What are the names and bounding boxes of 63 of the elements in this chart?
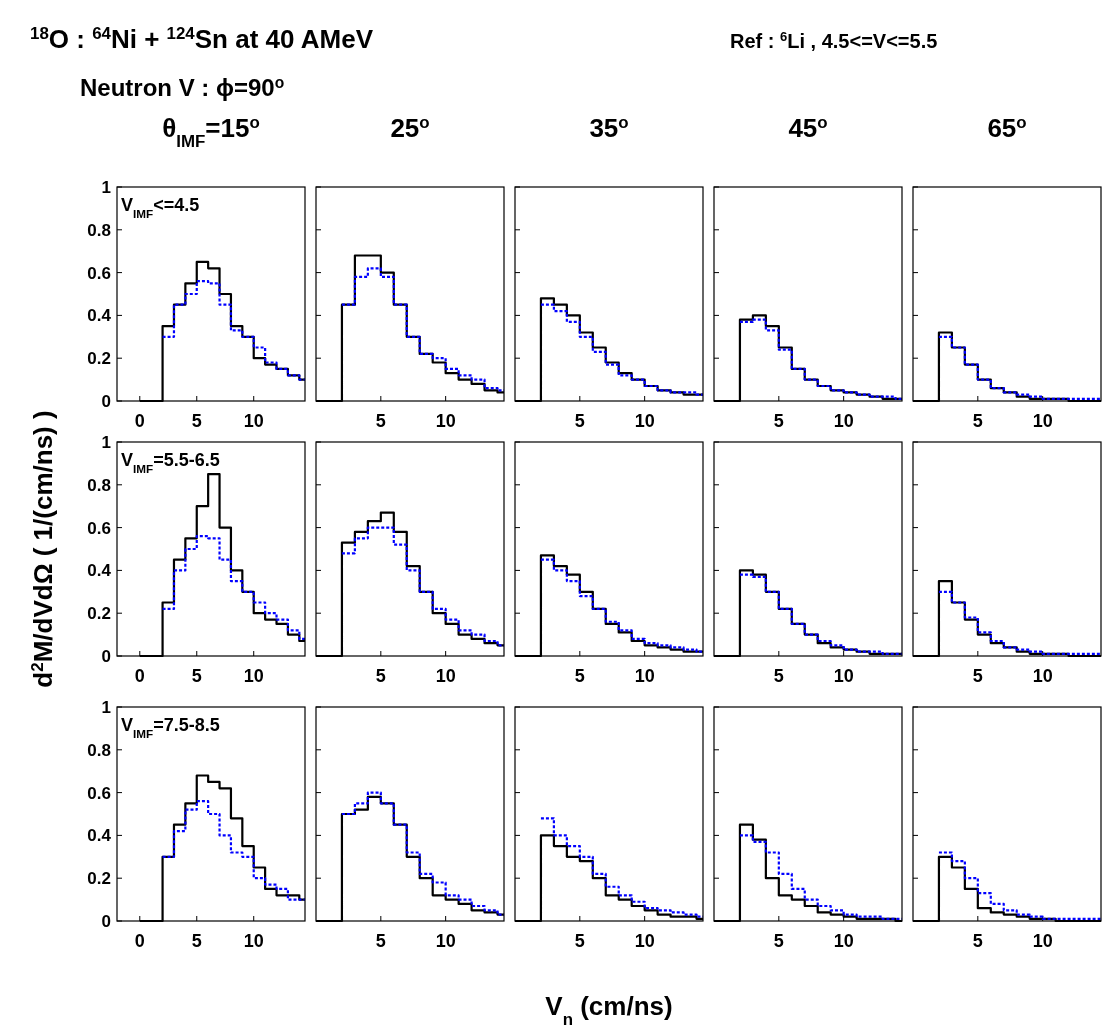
y-tick-label: 0.4: [87, 826, 112, 846]
x-tick-label: 10: [243, 931, 264, 951]
y-tick-label: 1: [101, 177, 111, 197]
y-tick-label: 0: [101, 911, 111, 931]
chart-title: θ$_{IMF}$=15$^{o}$: [162, 112, 260, 151]
annotation: V$_{IMF}$=7.5-8.5: [121, 715, 220, 740]
y-tick-label: 0.8: [87, 475, 111, 495]
x-tick-label: 10: [634, 666, 655, 686]
text: $^{18}$O : $^{64}$Ni + $^{124}$Sn at 40 AMeV: [30, 23, 374, 54]
y-tick-label: 0.2: [87, 604, 111, 624]
x-axis-title: V$_{n}$ (cm/ns): [545, 991, 673, 1028]
x-tick-label: 5: [574, 931, 585, 951]
x-tick-label: 10: [1032, 666, 1053, 686]
x-tick-label: 5: [574, 411, 585, 431]
x-tick-label: 10: [833, 411, 854, 431]
y-tick-label: 0.2: [87, 869, 111, 889]
y-tick-label: 0.8: [87, 740, 111, 760]
chart-title: 25$^{o}$: [390, 112, 430, 143]
x-tick-label: 10: [1032, 411, 1053, 431]
x-tick-label: 0: [134, 931, 145, 951]
chart-title: 65$^{o}$: [987, 112, 1027, 143]
text: Ref : $^{6}$Li , 4.5<=V<=5.5: [730, 28, 938, 52]
x-tick-label: 0: [134, 666, 145, 686]
annotation: V$_{IMF}$<=4.5: [121, 195, 200, 220]
x-tick-label: 0: [134, 411, 145, 431]
x-tick-label: 5: [972, 666, 983, 686]
x-tick-label: 10: [243, 666, 264, 686]
y-tick-label: 0.4: [87, 561, 112, 581]
x-tick-label: 5: [191, 666, 202, 686]
x-tick-label: 10: [435, 411, 456, 431]
x-tick-label: 10: [833, 666, 854, 686]
chart-title: 45$^{o}$: [788, 112, 828, 143]
x-tick-label: 5: [574, 666, 585, 686]
x-tick-label: 5: [375, 411, 386, 431]
x-tick-label: 10: [634, 411, 655, 431]
x-tick-label: 10: [833, 931, 854, 951]
x-tick-label: 10: [435, 666, 456, 686]
chart-title: 35$^{o}$: [589, 112, 629, 143]
y-tick-label: 0.4: [87, 306, 112, 326]
y-tick-label: 0.8: [87, 220, 111, 240]
y-tick-label: 0.6: [87, 263, 111, 283]
y-tick-label: 0.6: [87, 783, 111, 803]
annotation: V$_{IMF}$=5.5-6.5: [121, 450, 220, 475]
y-tick-label: 0.6: [87, 518, 111, 538]
y-tick-label: 1: [101, 697, 111, 717]
x-tick-label: 5: [191, 931, 202, 951]
x-tick-label: 5: [773, 411, 784, 431]
y-tick-label: 0: [101, 391, 111, 411]
y-tick-label: 0.2: [87, 349, 111, 369]
x-tick-label: 5: [191, 411, 202, 431]
x-tick-label: 10: [435, 931, 456, 951]
x-tick-label: 10: [634, 931, 655, 951]
text: Neutron V : ϕ=90$^{o}$: [80, 73, 285, 101]
x-tick-label: 10: [243, 411, 264, 431]
x-tick-label: 5: [375, 931, 386, 951]
y-tick-label: 1: [101, 432, 111, 452]
x-tick-label: 5: [375, 666, 386, 686]
x-tick-label: 5: [972, 411, 983, 431]
x-tick-label: 5: [773, 931, 784, 951]
y-tick-label: 0: [101, 646, 111, 666]
x-tick-label: 5: [773, 666, 784, 686]
x-tick-label: 5: [972, 931, 983, 951]
x-tick-label: 10: [1032, 931, 1053, 951]
